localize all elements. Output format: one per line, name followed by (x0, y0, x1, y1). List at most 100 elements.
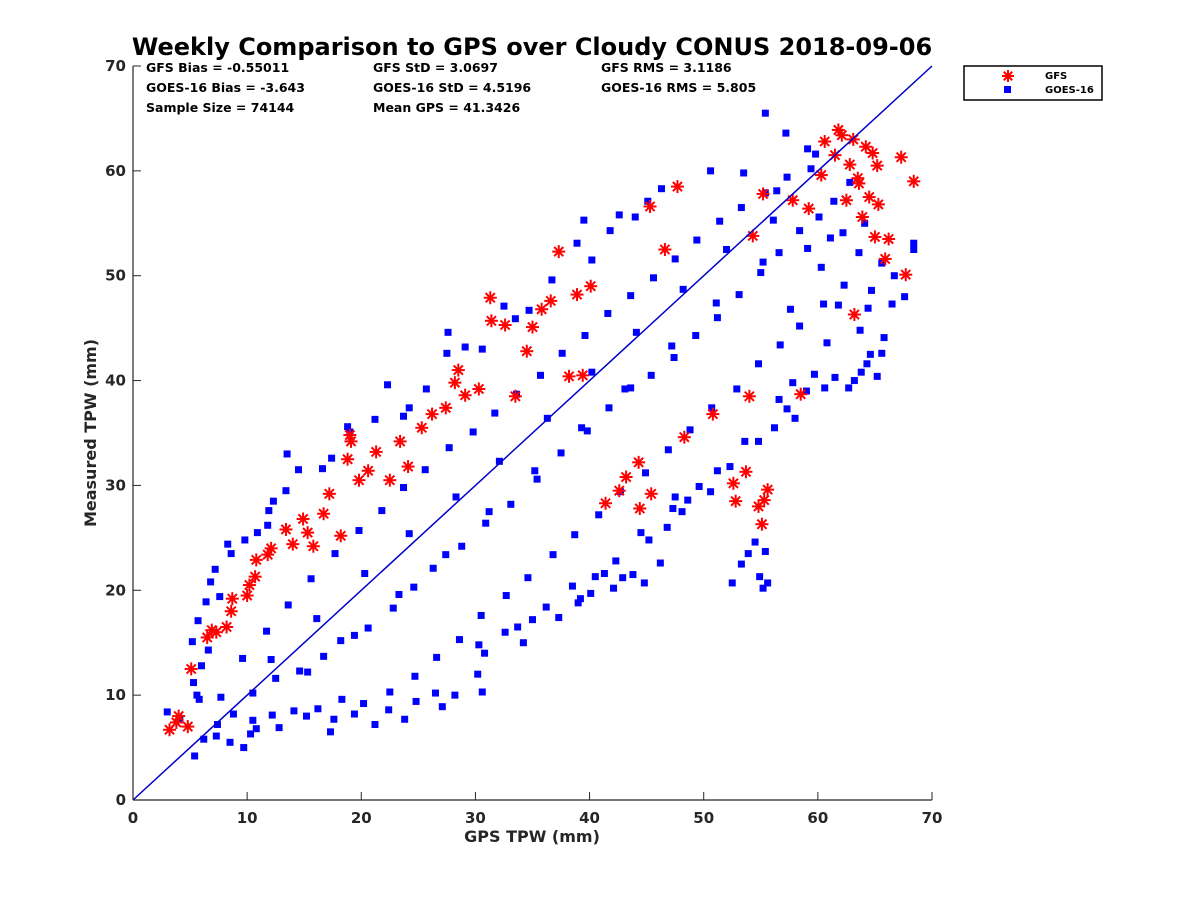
goes16-point (350, 710, 358, 718)
gfs-point (755, 517, 769, 531)
stat-text: GFS StD = 3.0697 (373, 60, 498, 75)
goes16-point (588, 368, 596, 376)
gfs-point (761, 483, 775, 497)
stat-text: GOES-16 RMS = 5.805 (601, 80, 756, 95)
goes16-point (728, 579, 736, 587)
goes16-point (587, 589, 595, 597)
goes16-point (663, 523, 671, 531)
gfs-point (306, 539, 320, 553)
goes16-point (866, 350, 874, 358)
gfs-point (633, 501, 647, 515)
goes16-point (241, 536, 249, 544)
goes16-point (629, 571, 637, 579)
gfs-point (619, 470, 633, 484)
gfs-point (225, 592, 239, 606)
data-points (163, 109, 921, 760)
goes16-point (263, 627, 271, 635)
goes16-point (444, 328, 452, 336)
gfs-point (498, 318, 512, 332)
goes16-point (708, 404, 716, 412)
gfs-point (862, 190, 876, 204)
gfs-point (757, 493, 771, 507)
goes16-point (671, 255, 679, 263)
gfs-point (200, 630, 214, 644)
goes16-point (389, 604, 397, 612)
goes16-point (810, 370, 818, 378)
gfs-point (296, 512, 310, 526)
gfs-point (742, 389, 756, 403)
goes16-point (189, 679, 197, 687)
goes16-point (621, 385, 629, 393)
goes16-point (796, 322, 804, 330)
x-axis-label: GPS TPW (mm) (464, 827, 600, 846)
goes16-point (775, 395, 783, 403)
goes16-point (910, 246, 918, 253)
goes16-point (637, 529, 645, 537)
gfs-point (483, 291, 497, 305)
goes16-point (204, 646, 212, 654)
goes16-point (631, 213, 639, 221)
goes16-point (845, 384, 853, 392)
goes16-point (627, 384, 635, 392)
goes16-point (657, 185, 665, 193)
goes16-point (807, 165, 815, 173)
x-tick-label: 30 (465, 809, 486, 827)
goes16-point (605, 404, 613, 412)
goes16-point (735, 291, 743, 299)
goes16-point (588, 256, 596, 264)
goes16-point (770, 424, 778, 432)
goes16-point (868, 286, 876, 294)
goes16-point (864, 304, 872, 312)
goes16-point (649, 274, 657, 282)
goes16-point (331, 550, 339, 558)
goes16-point (600, 570, 608, 578)
goes16-point (474, 670, 482, 678)
goes16-point (247, 730, 255, 738)
goes16-point (307, 575, 315, 583)
goes16-point (360, 700, 368, 708)
goes16-point (314, 705, 322, 713)
goes16-point (695, 482, 703, 490)
gfs-point (317, 507, 331, 521)
goes16-point (302, 712, 310, 720)
goes16-point (591, 573, 599, 581)
goes16-point (267, 655, 275, 663)
gfs-point (670, 180, 684, 194)
gfs-point (794, 387, 808, 401)
y-tick-label: 20 (105, 581, 126, 599)
goes16-point (604, 309, 612, 317)
goes16-point (820, 300, 828, 308)
reference-line (132, 65, 933, 801)
goes16-point (612, 557, 620, 565)
gfs-point (644, 487, 658, 501)
goes16-point (716, 217, 724, 225)
goes16-point (558, 349, 566, 357)
goes16-point (216, 593, 224, 601)
goes16-point (328, 454, 336, 462)
goes16-point (529, 616, 536, 624)
gfs-point (899, 268, 913, 282)
goes16-point (755, 437, 763, 445)
goes16-point (796, 227, 804, 235)
goes16-point (791, 414, 799, 422)
goes16-point (361, 570, 369, 578)
gfs-point (264, 541, 278, 555)
goes16-point (478, 345, 486, 353)
goes16-point (495, 457, 503, 465)
goes16-point (485, 508, 493, 516)
goes16-point (861, 219, 869, 227)
goes16-point (533, 475, 541, 483)
gfs-point (599, 496, 613, 510)
goes16-point (826, 234, 834, 242)
goes16-point (786, 305, 794, 313)
gfs-point (802, 202, 816, 216)
goes16-point (713, 314, 721, 322)
gfs-point (907, 174, 921, 188)
stat-text: GFS Bias = -0.55011 (146, 60, 289, 75)
goes16-point (229, 710, 237, 718)
goes16-point (350, 631, 358, 639)
goes16-point (265, 507, 273, 515)
goes16-point (224, 540, 232, 548)
gfs-point (894, 150, 908, 164)
goes16-point (804, 145, 812, 153)
